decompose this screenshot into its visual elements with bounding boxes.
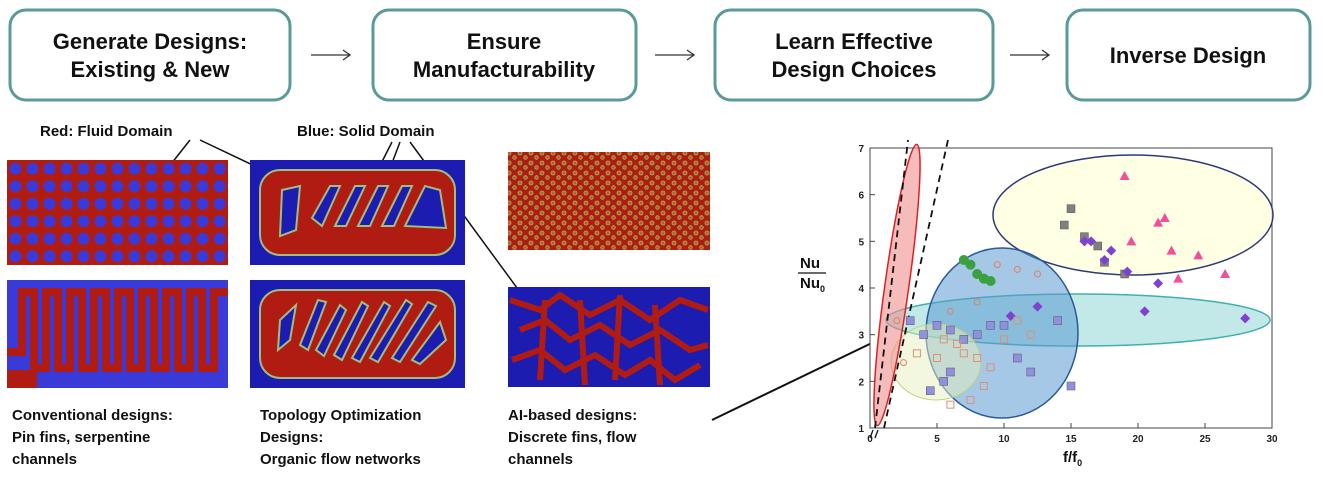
caption-line: Topology Optimization — [260, 407, 421, 424]
y-tick-label: 6 — [858, 191, 864, 202]
topology-image — [250, 160, 465, 265]
point — [1000, 321, 1008, 329]
point — [1067, 382, 1075, 390]
caption-line: Pin fins, serpentine — [12, 429, 150, 446]
topology-image — [250, 280, 465, 388]
point — [933, 321, 941, 329]
y-label-top: Nu — [800, 255, 820, 272]
point — [920, 331, 928, 339]
point — [1013, 354, 1021, 362]
y-label-bottom: Nu — [800, 275, 820, 292]
x-label: f/f0 — [1063, 449, 1082, 468]
serpentine-image — [7, 280, 228, 388]
caption-line: Discrete fins, flow — [508, 429, 637, 446]
y-label: Nu0 — [800, 275, 825, 294]
point — [966, 260, 976, 270]
point — [1027, 368, 1035, 376]
step-box — [10, 10, 290, 100]
x-tick-label: 15 — [1065, 434, 1077, 445]
ai-image — [508, 152, 710, 250]
point — [987, 321, 995, 329]
y-label: Nu — [800, 255, 820, 272]
x-tick-label: 5 — [934, 434, 940, 445]
y-tick-label: 5 — [858, 237, 864, 248]
point — [986, 276, 996, 286]
x-tick-label: 25 — [1199, 434, 1211, 445]
point — [973, 331, 981, 339]
caption-line: Designs: — [260, 429, 323, 446]
y-tick-label: 7 — [858, 144, 864, 155]
point — [1054, 317, 1062, 325]
point — [940, 377, 948, 385]
point — [946, 326, 954, 334]
point — [946, 368, 954, 376]
point — [906, 317, 914, 325]
page: Generate Designs:Existing & NewEnsureMan… — [0, 0, 1323, 477]
point — [1094, 242, 1102, 250]
point — [1060, 221, 1068, 229]
captions: Conventional designs: Pin fins, serpentin… — [12, 407, 637, 468]
x-tick-label: 20 — [1132, 434, 1144, 445]
step-box — [715, 10, 993, 100]
x-tick-label: 10 — [998, 434, 1010, 445]
y-tick-label: 4 — [858, 284, 864, 295]
design-images — [7, 152, 710, 388]
x-label-sub: 0 — [1077, 458, 1082, 468]
step-box — [373, 10, 636, 100]
pointer-arrow — [712, 339, 878, 420]
point — [926, 387, 934, 395]
chart: Nu Nu0 f/f0 0510152025301234567 — [798, 140, 1278, 468]
y-tick-label: 3 — [858, 331, 864, 342]
y-label-sub: 0 — [820, 284, 825, 294]
pin-fin-image — [7, 160, 228, 265]
point — [1067, 205, 1075, 213]
caption-line: Conventional designs: — [12, 407, 173, 424]
ai-image — [508, 287, 710, 387]
caption-line: channels — [508, 451, 573, 468]
caption-line: Organic flow networks — [260, 451, 421, 468]
caption-line: AI-based designs: — [508, 407, 637, 424]
x-tick-label: 30 — [1266, 434, 1278, 445]
x-label-main: f/f — [1063, 449, 1078, 466]
solid-label: Blue: Solid Domain — [297, 123, 435, 140]
caption-line: channels — [12, 451, 77, 468]
y-tick-label: 1 — [858, 424, 864, 435]
y-tick-label: 2 — [858, 377, 864, 388]
step-label: Inverse Design — [1110, 43, 1267, 68]
fluid-label: Red: Fluid Domain — [40, 123, 173, 140]
x-tick-label: 0 — [867, 434, 873, 445]
